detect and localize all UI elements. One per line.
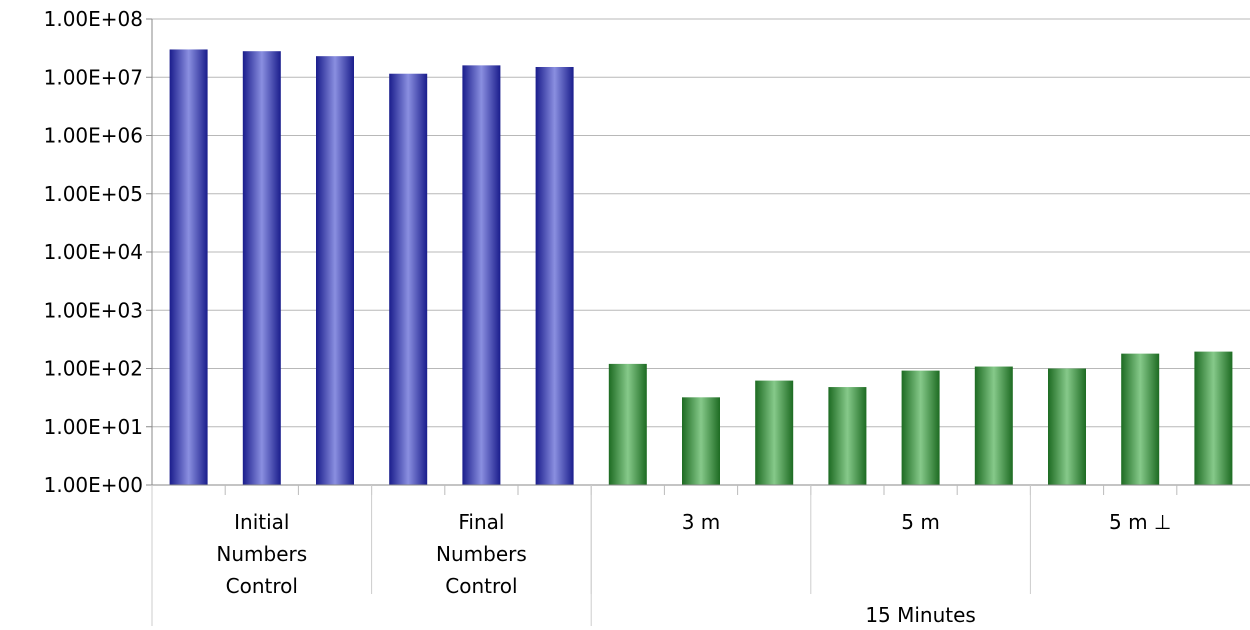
bar — [682, 397, 720, 485]
group-label: 3 m — [682, 510, 721, 534]
group-label-line: 5 m ⊥ — [1109, 510, 1171, 534]
group-label-line: Numbers — [436, 542, 527, 566]
bar — [901, 370, 940, 485]
bars — [169, 49, 1233, 486]
bar — [1048, 368, 1086, 485]
bar — [389, 73, 428, 485]
bar — [535, 66, 574, 486]
group-label-line: Numbers — [216, 542, 307, 566]
bar — [1194, 351, 1233, 485]
group-label-line: Initial — [234, 510, 289, 534]
bar — [608, 363, 647, 485]
y-tick-label: 1.00E+05 — [44, 182, 143, 206]
bar — [974, 366, 1013, 485]
bar — [1121, 353, 1160, 485]
bar — [755, 380, 794, 485]
bar — [242, 51, 281, 486]
y-tick-label: 1.00E+07 — [44, 65, 143, 89]
group-label-line: 5 m — [901, 510, 940, 534]
y-tick-label: 1.00E+03 — [44, 298, 143, 322]
group-label-line: 3 m — [682, 510, 721, 534]
bar — [169, 49, 208, 485]
group-label-line: Final — [458, 510, 504, 534]
group-label-line: Control — [445, 574, 517, 598]
group-label: Final Numbers Control — [436, 510, 527, 598]
y-tick-label: 1.00E+02 — [44, 357, 143, 381]
y-axis-ticks: 1.00E+00 1.00E+01 1.00E+02 1.00E+03 1.00E+04… — [44, 7, 152, 497]
group-label: 5 m — [901, 510, 940, 534]
group-label: 5 m ⊥ — [1109, 510, 1171, 534]
axes — [151, 19, 1250, 486]
y-tick-label: 1.00E+01 — [44, 415, 143, 439]
y-tick-label: 1.00E+08 — [44, 7, 143, 31]
bar — [828, 387, 867, 485]
y-tick-label: 1.00E+04 — [44, 240, 143, 264]
supergroup-label: 15 Minutes — [865, 603, 976, 627]
group-label-line: Control — [226, 574, 298, 598]
y-tick-label: 1.00E+00 — [44, 473, 143, 497]
y-tick-label: 1.00E+06 — [44, 124, 143, 148]
bar — [316, 56, 354, 485]
x-category-labels: Initial Numbers Control Final Numbers Control… — [151, 485, 1178, 627]
bar — [462, 65, 501, 485]
group-label: Initial Numbers Control — [216, 510, 307, 598]
